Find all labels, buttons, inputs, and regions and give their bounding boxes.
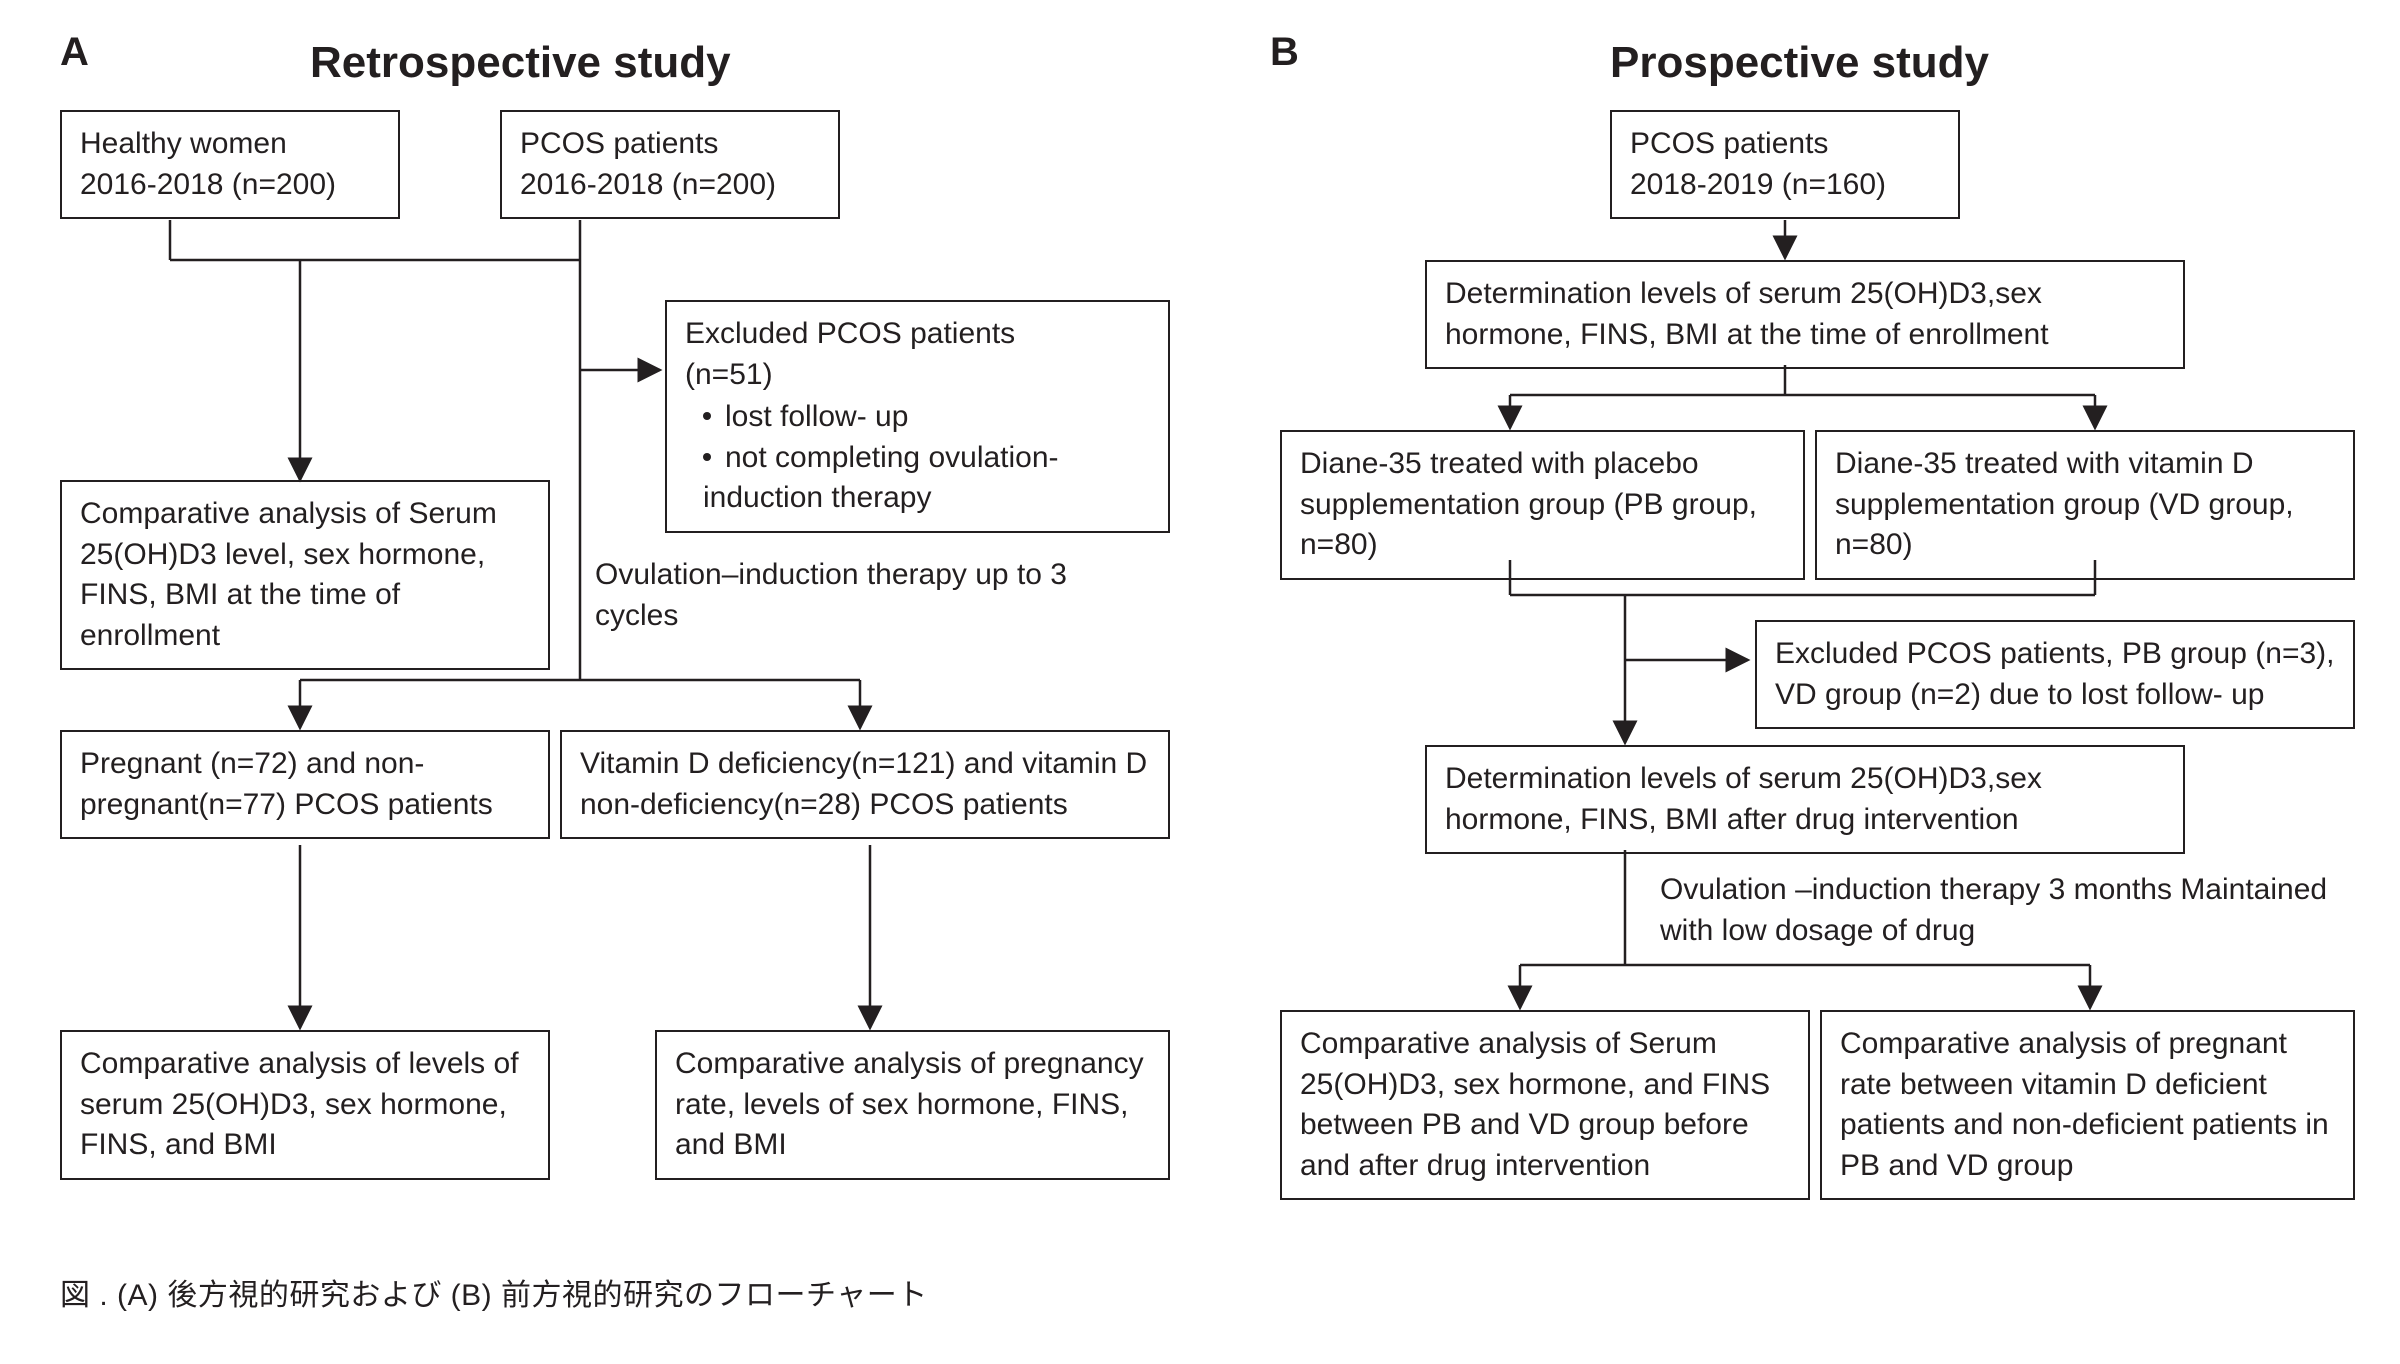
text-healthy-l1: Healthy women (80, 124, 380, 165)
text-b-ovulation-note: Ovulation –induction therapy 3 months Ma… (1660, 870, 2340, 951)
box-b-comp-left: Comparative analysis of Serum 25(OH)D3, … (1280, 1010, 1810, 1200)
box-b-pb-group: Diane-35 treated with placebo supplement… (1280, 430, 1805, 580)
text-excl-b1: lost follow- up (725, 400, 908, 433)
text-excl-l1: Excluded PCOS patients (685, 314, 1150, 355)
text-pcos-l2: 2016-2018 (n=200) (520, 165, 820, 206)
panel-a-label: A (60, 30, 89, 75)
box-a-vitd: Vitamin D deficiency(n=121) and vitamin … (560, 730, 1170, 839)
box-a-comp-left: Comparative analysis of levels of serum … (60, 1030, 550, 1180)
box-a-excluded: Excluded PCOS patients (n=51) lost follo… (665, 300, 1170, 533)
panel-b-title: Prospective study (1610, 38, 1989, 88)
figure-caption: 図 . (A) 後方視的研究および (B) 前方視的研究のフローチャート (60, 1270, 928, 1314)
box-a-healthy: Healthy women 2016-2018 (n=200) (60, 110, 400, 219)
bullet-icon (703, 412, 711, 420)
box-a-pcos: PCOS patients 2016-2018 (n=200) (500, 110, 840, 219)
text-b-pcos-l2: 2018-2019 (n=160) (1630, 165, 1940, 206)
box-b-determine-enroll: Determination levels of serum 25(OH)D3,s… (1425, 260, 2185, 369)
box-b-excluded: Excluded PCOS patients, PB group (n=3), … (1755, 620, 2355, 729)
text-b-pcos-l1: PCOS patients (1630, 124, 1940, 165)
box-a-comparative-enroll: Comparative analysis of Serum 25(OH)D3 l… (60, 480, 550, 670)
panel-a-title: Retrospective study (310, 38, 731, 88)
box-b-determine-post: Determination levels of serum 25(OH)D3,s… (1425, 745, 2185, 854)
text-excl-b2-row: not completing ovulation-induction thera… (685, 438, 1150, 519)
box-b-comp-right: Comparative analysis of pregnant rate be… (1820, 1010, 2355, 1200)
box-b-vd-group: Diane-35 treated with vitamin D suppleme… (1815, 430, 2355, 580)
box-b-pcos: PCOS patients 2018-2019 (n=160) (1610, 110, 1960, 219)
text-pcos-l1: PCOS patients (520, 124, 820, 165)
text-excl-b2: not completing ovulation-induction thera… (703, 441, 1059, 515)
text-excl-b1-row: lost follow- up (685, 397, 1150, 438)
box-a-pregnant: Pregnant (n=72) and non-pregnant(n=77) P… (60, 730, 550, 839)
text-excl-l2: (n=51) (685, 355, 1150, 396)
bullet-icon (703, 453, 711, 461)
panel-b-label: B (1270, 30, 1299, 75)
box-a-comp-right: Comparative analysis of pregnancy rate, … (655, 1030, 1170, 1180)
page-root: A Retrospective study Healthy women 2016… (0, 0, 2400, 1364)
text-healthy-l2: 2016-2018 (n=200) (80, 165, 380, 206)
text-a-ovulation-note: Ovulation–induction therapy up to 3 cycl… (595, 555, 1115, 636)
